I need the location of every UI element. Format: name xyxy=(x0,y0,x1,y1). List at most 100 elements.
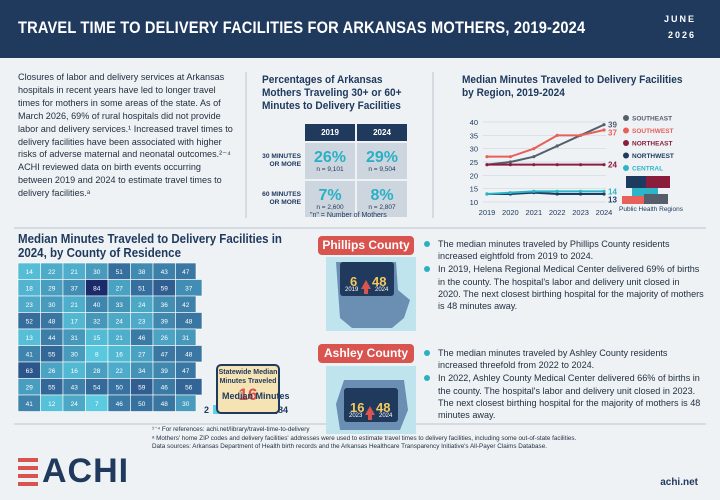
end-label: 14 xyxy=(608,187,617,196)
series-point xyxy=(602,163,606,167)
county-value: 52 xyxy=(26,318,34,325)
x-tick-label: 2022 xyxy=(549,208,566,217)
county-value: 48 xyxy=(48,318,56,325)
region-shape xyxy=(646,176,670,188)
y-tick-label: 30 xyxy=(470,145,478,154)
county-value: 40 xyxy=(93,302,101,309)
end-label: 39 xyxy=(608,121,617,130)
legend-marker xyxy=(623,152,629,159)
footnote: ¹⁻⁴ For references: achi.net/library/tra… xyxy=(152,426,310,433)
series-point xyxy=(602,189,606,193)
y-tick-label: 10 xyxy=(470,198,478,207)
x-tick-label: 2021 xyxy=(525,208,542,217)
page-title: TRAVEL TIME TO DELIVERY FACILITIES FOR A… xyxy=(18,18,586,37)
inset-from: 16 xyxy=(350,400,365,415)
legend-label: SOUTHWEST xyxy=(632,128,674,135)
county-value: 30 xyxy=(71,351,79,358)
end-label: 13 xyxy=(608,195,617,204)
county-value: 21 xyxy=(71,302,79,309)
county-value: 36 xyxy=(161,302,169,309)
series-point xyxy=(555,192,559,196)
county-value: 84 xyxy=(93,285,101,292)
county-value: 26 xyxy=(48,368,56,375)
inset-from: 6 xyxy=(350,274,358,289)
county-value: 29 xyxy=(48,285,56,292)
statewide-box: Statewide Median Minutes Traveled 16 xyxy=(216,364,280,414)
inset-to-year: 2024 xyxy=(379,413,393,419)
statewide-label: Statewide Median Minutes Traveled xyxy=(218,369,278,385)
series-point xyxy=(555,133,559,137)
county-value: 16 xyxy=(116,351,124,358)
county-value: 30 xyxy=(93,269,101,276)
series-point xyxy=(555,163,559,167)
series-point xyxy=(508,163,512,167)
county-value: 46 xyxy=(161,384,169,391)
series-point xyxy=(579,192,583,196)
county-value: 37 xyxy=(185,285,193,292)
county-value: 59 xyxy=(138,384,146,391)
logo-bar xyxy=(18,458,38,462)
legend-min: 2 xyxy=(204,405,210,415)
series-point xyxy=(579,133,583,137)
county-value: 21 xyxy=(116,335,124,342)
inset-to: 48 xyxy=(372,274,387,289)
county-value: 14 xyxy=(26,269,34,276)
logo-bar xyxy=(18,466,38,470)
series-point xyxy=(602,123,606,127)
county-value: 51 xyxy=(116,269,124,276)
table-cell: 26% n = 9,101 xyxy=(305,143,355,179)
statewide-value: 16 xyxy=(238,385,258,404)
inset-to-year: 2024 xyxy=(375,287,389,293)
county-label: Phillips County xyxy=(318,236,414,255)
regions-caption: Public Health Regions xyxy=(619,206,683,213)
series-point xyxy=(485,163,489,167)
logo-bar xyxy=(18,474,38,478)
table: 2019 2024 30 MINUTES OR MORE 26% n = 9,10… xyxy=(254,122,409,219)
series-point xyxy=(508,155,512,159)
series-point xyxy=(555,144,559,148)
county-value: 48 xyxy=(161,401,169,408)
increase-arrow xyxy=(365,406,375,420)
county-value: 47 xyxy=(182,368,190,375)
footnotes: ¹⁻⁴ For references: achi.net/library/tra… xyxy=(152,426,712,452)
county-value: 24 xyxy=(71,401,79,408)
county-value: 37 xyxy=(71,285,79,292)
county-value: 47 xyxy=(161,351,169,358)
legend-marker xyxy=(623,140,629,146)
bullet-list: The median minutes traveled by Ashley Co… xyxy=(424,347,704,422)
table-row: 30 MINUTES OR MORE 26% n = 9,101 29% n = 9… xyxy=(256,143,407,179)
series-point xyxy=(602,192,606,196)
footnote: Data sources: Arkansas Department of Hea… xyxy=(152,443,547,451)
date-month: JUNE xyxy=(663,14,696,24)
x-tick-label: 2019 xyxy=(479,208,496,217)
county-value: 27 xyxy=(138,351,146,358)
county-value: 56 xyxy=(185,384,193,391)
table-cell: 7% n = 2,600 xyxy=(305,181,355,217)
region-shape xyxy=(622,196,644,204)
bullet: The median minutes traveled by Phillips … xyxy=(424,238,704,262)
date-year: 2026 xyxy=(667,30,696,40)
x-tick-label: 2024 xyxy=(596,208,613,217)
county-value: 23 xyxy=(26,302,34,309)
county-value: 31 xyxy=(182,335,190,342)
county-value: 50 xyxy=(116,384,124,391)
county-value: 47 xyxy=(182,269,190,276)
y-tick-label: 20 xyxy=(470,171,478,180)
row-label: 30 MINUTES OR MORE xyxy=(262,153,301,168)
region-shape xyxy=(632,188,658,196)
county-value: 15 xyxy=(93,335,101,342)
legend-marker xyxy=(623,115,629,121)
county xyxy=(175,394,197,412)
county-value: 39 xyxy=(161,318,169,325)
footnote: ᵃ Mothers' home ZIP codes and delivery f… xyxy=(152,434,577,442)
series-point xyxy=(532,163,536,167)
bullet: In 2019, Helena Regional Medical Center … xyxy=(424,263,704,312)
inset-to: 48 xyxy=(376,400,391,415)
table-corner xyxy=(256,124,303,141)
logo: ACHI xyxy=(42,452,130,490)
county-value: 28 xyxy=(93,368,101,375)
bullet-list: The median minutes traveled by Phillips … xyxy=(424,238,704,313)
county-value: 27 xyxy=(116,285,124,292)
bullet: In 2022, Ashley County Medical Center de… xyxy=(424,372,704,421)
